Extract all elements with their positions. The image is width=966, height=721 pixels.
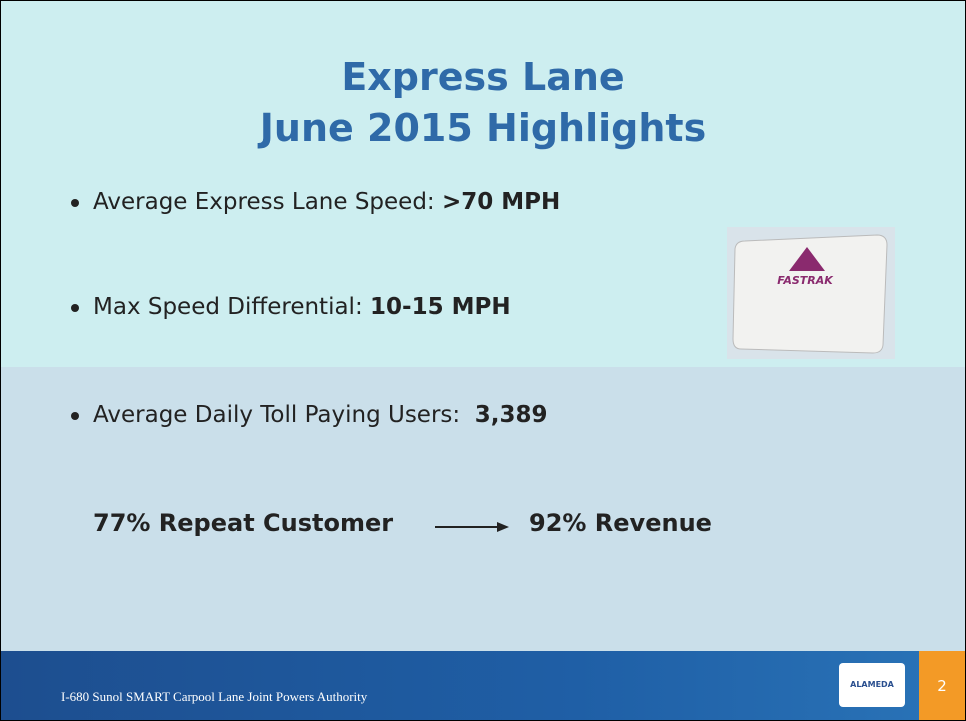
fastrak-label: FASTRAK [777,274,834,287]
fastrak-image: FASTRAK [727,227,895,359]
bullet: Max Speed Differential: 10-15 MPH [71,294,511,320]
footer-bar [1,651,965,720]
highlight-right: 92% Revenue [529,509,712,537]
title-line: June 2015 Highlights [1,106,965,150]
bullet-label: Max Speed Differential: [93,294,363,320]
logo: ALAMEDA [839,663,905,707]
bullet-value: 3,389 [475,402,548,428]
bullet: Average Daily Toll Paying Users: 3,389 [71,402,548,428]
bullet-value: 10-15 MPH [370,294,511,320]
bullet-label: Average Express Lane Speed: [93,189,435,215]
page-number: 2 [919,651,965,720]
bullet: Average Express Lane Speed: >70 MPH [71,189,560,215]
footer-text: I-680 Sunol SMART Carpool Lane Joint Pow… [61,689,367,705]
slide: Express Lane June 2015 Highlights Averag… [0,0,966,721]
title-line: Express Lane [1,55,965,99]
bullet-label: Average Daily Toll Paying Users: [93,402,460,428]
bullet-value: >70 MPH [442,189,560,215]
highlight-left: 77% Repeat Customer [93,509,393,537]
arrow [433,517,513,537]
